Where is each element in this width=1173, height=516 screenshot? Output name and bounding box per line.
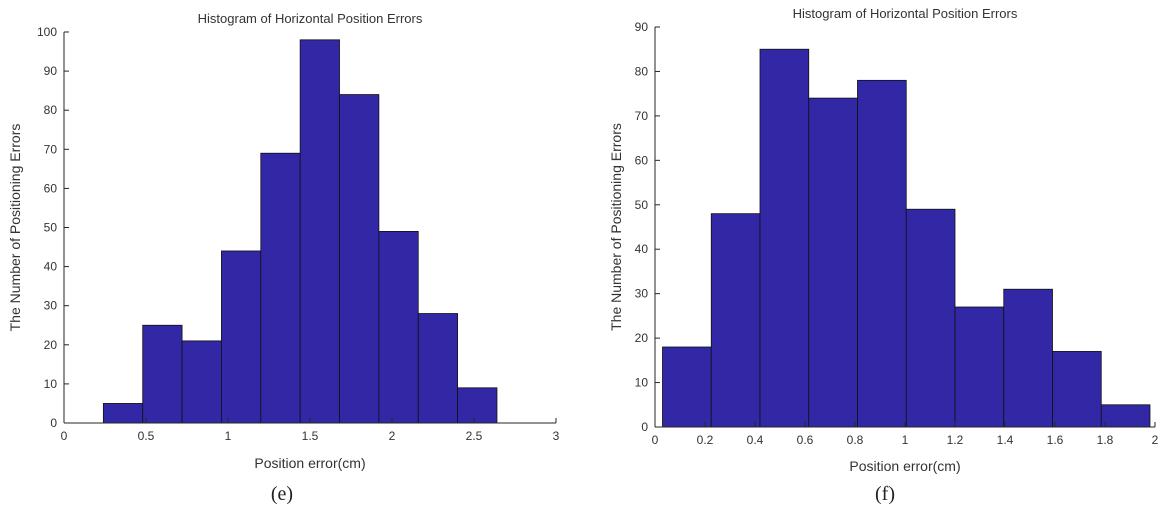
x-tick-label: 1.8	[1097, 433, 1114, 447]
panel-label: (e)	[271, 483, 293, 505]
histogram-bar	[378, 231, 419, 424]
y-tick-label: 50	[44, 221, 58, 235]
x-tick-label: 2.5	[466, 429, 483, 443]
histogram-bar	[260, 152, 301, 424]
histogram-bar	[857, 79, 907, 428]
y-tick-label: 90	[44, 64, 58, 78]
x-tick-label: 3	[553, 429, 560, 443]
x-tick-label: 0	[61, 429, 68, 443]
y-tick-label: 0	[641, 420, 648, 434]
x-tick-label: 1.4	[997, 433, 1014, 447]
x-tick-label: 0.5	[138, 429, 155, 443]
y-tick-label: 100	[37, 25, 57, 39]
x-tick-label: 0	[652, 433, 659, 447]
x-tick-label: 1.2	[947, 433, 964, 447]
x-tick-label: 0.2	[697, 433, 714, 447]
x-axis-label: Position error(cm)	[254, 455, 365, 471]
histogram-bar	[299, 39, 340, 424]
histogram-bar	[710, 213, 761, 428]
chart-title: Histogram of Horizontal Position Errors	[793, 6, 1018, 21]
y-tick-label: 10	[635, 376, 649, 390]
histogram-bar	[808, 97, 858, 428]
y-axis-label: The Number of Positioning Errors	[608, 123, 624, 331]
histogram-bar	[457, 387, 498, 424]
histogram-bar	[417, 313, 458, 424]
histogram-bar	[1100, 404, 1151, 428]
y-tick-label: 20	[635, 331, 649, 345]
y-tick-label: 70	[44, 142, 58, 156]
chart-panel-e: 0 10 20 30 40 50 60 70 80 90 100 0 0.5 1 1.5 2 2.5 3 Histo…	[7, 11, 560, 505]
histogram-bar	[954, 306, 1005, 428]
histogram-bar	[905, 208, 956, 428]
chart-panel-f: 0 10 20 30 40 50 60 70 80 90 0 0.2 0.4 0.6 0.8 1 1.2 1.4 1…	[608, 6, 1159, 505]
x-tick-label: 0.4	[747, 433, 764, 447]
x-tick-label: 1	[225, 429, 232, 443]
y-tick-label: 70	[635, 109, 649, 123]
y-tick-label: 30	[44, 299, 58, 313]
x-tick-label: 2	[389, 429, 396, 443]
y-tick-label: 60	[44, 181, 58, 195]
histogram-bar	[221, 250, 262, 424]
y-tick-label: 0	[50, 416, 57, 430]
x-tick-label: 0.8	[847, 433, 864, 447]
y-tick-label: 80	[44, 103, 58, 117]
y-tick-label: 40	[44, 260, 58, 274]
x-tick-label: 2	[1152, 433, 1159, 447]
histogram-bar	[181, 340, 222, 424]
histogram-bar	[1052, 351, 1102, 428]
y-axis-label: The Number of Positioning Errors	[7, 124, 23, 332]
y-tick-label: 80	[635, 64, 649, 78]
y-tick-label: 40	[635, 242, 649, 256]
histogram-bar	[759, 48, 810, 428]
y-tick-label: 60	[635, 153, 649, 167]
y-tick-label: 30	[635, 287, 649, 301]
y-tick-label: 10	[44, 377, 58, 391]
histogram-bar	[102, 403, 144, 424]
histogram-bar	[1003, 288, 1053, 428]
y-tick-label: 90	[635, 20, 649, 34]
y-tick-label: 20	[44, 338, 58, 352]
histogram-bar	[662, 346, 712, 428]
x-tick-label: 1.5	[302, 429, 319, 443]
chart-title: Histogram of Horizontal Position Errors	[198, 11, 423, 26]
x-tick-label: 1	[902, 433, 909, 447]
histogram-bar	[142, 324, 183, 424]
y-tick-label: 50	[635, 198, 649, 212]
x-tick-label: 0.6	[797, 433, 814, 447]
x-axis-label: Position error(cm)	[849, 458, 960, 474]
x-tick-label: 1.6	[1047, 433, 1064, 447]
histogram-bar	[339, 94, 380, 424]
panel-label: (f)	[875, 483, 895, 505]
